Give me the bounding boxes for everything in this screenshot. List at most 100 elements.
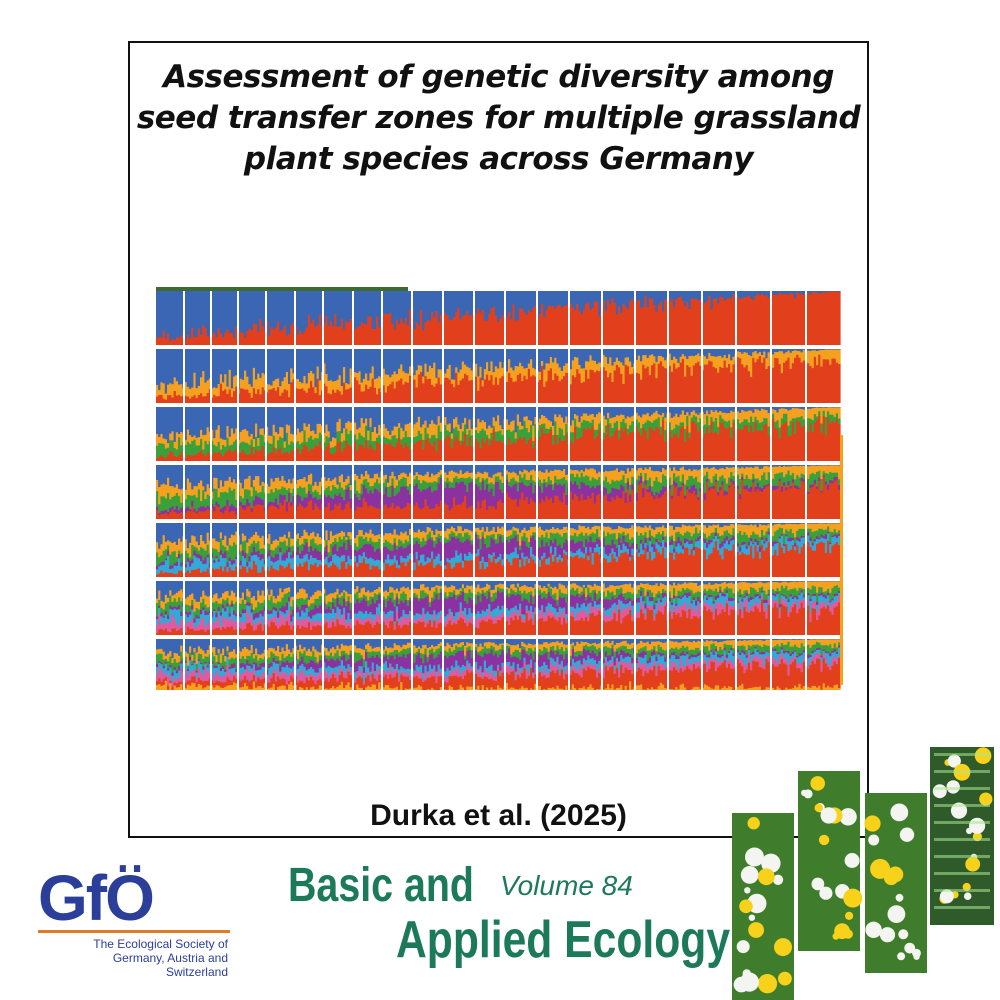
structure-bar-segment [184, 291, 188, 341]
structure-bar-segment [486, 484, 489, 511]
structure-bar-segment [754, 407, 757, 410]
structure-bar-segment [164, 349, 168, 394]
structure-bar-segment [534, 436, 537, 462]
structure-bar-segment [589, 498, 592, 520]
structure-bar-segment [257, 550, 260, 558]
structure-bar-segment [266, 407, 269, 428]
structure-bar-segment [754, 291, 757, 296]
structure-bar-segment [173, 391, 177, 404]
structure-bar-segment [250, 407, 254, 435]
structure-bar-segment [167, 477, 170, 494]
structure-bar-segment [565, 475, 568, 481]
structure-bar-segment [483, 442, 487, 462]
structure-bar-segment [215, 568, 218, 578]
structure-bar-segment [413, 375, 416, 380]
structure-bar-segment [490, 440, 493, 462]
structure-bar-segment [323, 551, 326, 560]
structure-bar-segment [376, 394, 379, 404]
structure-bar-segment [774, 485, 777, 491]
structure-bar-segment [244, 291, 247, 338]
structure-bar-segment [620, 313, 623, 346]
structure-bar-segment [813, 474, 817, 481]
structure-bar-segment [296, 379, 300, 390]
structure-bar-segment [241, 488, 245, 499]
structure-bar-segment [327, 326, 331, 346]
structure-bar-segment [516, 375, 520, 404]
structure-bar-segment [314, 327, 317, 346]
structure-bar-segment [378, 534, 381, 540]
structure-bar-segment [629, 291, 632, 302]
structure-bar-segment [169, 569, 172, 574]
structure-bar-segment [448, 431, 452, 438]
structure-bar-segment [288, 407, 291, 426]
structure-bar-segment [345, 321, 348, 346]
structure-bar-segment [171, 431, 174, 441]
structure-bar-segment [629, 501, 632, 520]
structure-bar-segment [167, 333, 170, 346]
structure-bar-segment [477, 501, 480, 520]
structure-bar-segment [549, 356, 553, 369]
structure-bar-segment [527, 363, 531, 370]
structure-bar-segment [604, 349, 608, 358]
structure-bar-segment [290, 538, 293, 547]
structure-bar-segment [376, 291, 379, 317]
structure-bar-segment [690, 355, 694, 377]
structure-bar-segment [827, 411, 830, 419]
structure-bar-segment [833, 472, 837, 478]
structure-bar-segment [780, 351, 784, 374]
structure-bar-segment [301, 291, 304, 335]
structure-bar-segment [791, 408, 795, 419]
structure-bar-segment [305, 441, 309, 448]
structure-bar-segment [765, 484, 768, 487]
structure-bar-segment [574, 418, 577, 427]
structure-bar-segment [327, 291, 331, 327]
structure-bar-segment [277, 504, 280, 510]
structure-bar-segment [244, 407, 247, 430]
structure-bar-segment [186, 478, 190, 496]
structure-bar-segment [791, 291, 795, 295]
structure-bar-segment [501, 465, 504, 477]
structure-bar-segment [668, 353, 672, 367]
structure-bar-segment [241, 332, 245, 346]
structure-bar-segment [314, 445, 317, 462]
structure-bar-segment [439, 465, 443, 471]
structure-bar-segment [461, 291, 465, 317]
structure-bar-segment [241, 349, 245, 381]
structure-bar-segment [431, 508, 434, 520]
structure-bar-segment [193, 465, 196, 487]
structure-bar-segment [512, 477, 515, 486]
structure-bar-segment [752, 421, 755, 433]
structure-bar-segment [677, 291, 680, 298]
structure-bar-segment [329, 453, 333, 462]
structure-bar-segment [827, 349, 830, 350]
structure-bar-segment [824, 407, 828, 418]
structure-bar-segment [688, 367, 691, 404]
structure-bar-segment [268, 465, 271, 487]
structure-bar-segment [747, 291, 751, 296]
structure-bar-segment [490, 432, 493, 441]
structure-bar-segment [195, 388, 199, 399]
structure-bar-segment [730, 410, 733, 428]
structure-bar-segment [523, 469, 526, 475]
structure-bar-segment [360, 418, 364, 436]
structure-bar-segment [160, 562, 163, 566]
structure-bar-segment [268, 407, 271, 436]
structure-bar-segment [222, 553, 225, 559]
structure-bar-segment [349, 559, 353, 566]
structure-bar-segment [598, 362, 601, 372]
structure-bar-segment [741, 421, 744, 430]
structure-bar-segment [402, 407, 405, 432]
structure-bar-segment [224, 523, 227, 537]
structure-bar-segment [169, 565, 172, 570]
structure-bar-segment [428, 442, 432, 462]
structure-bar-segment [230, 546, 234, 561]
structure-bar-segment [184, 567, 188, 573]
structure-bar-segment [230, 388, 234, 398]
structure-bar-segment [690, 421, 694, 462]
structure-bar-segment [719, 366, 722, 404]
structure-bar-segment [470, 370, 474, 381]
structure-bar-segment [171, 509, 174, 520]
structure-bar-segment [607, 501, 610, 520]
structure-bar-segment [215, 465, 218, 479]
structure-bar-segment [450, 407, 454, 434]
